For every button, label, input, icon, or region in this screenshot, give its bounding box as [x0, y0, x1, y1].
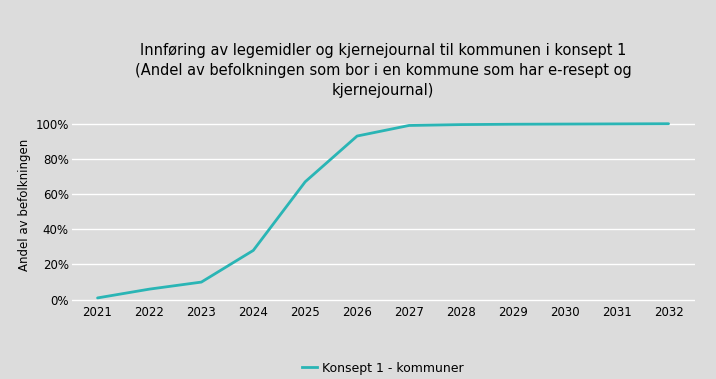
Y-axis label: Andel av befolkningen: Andel av befolkningen [19, 139, 32, 271]
Legend: Konsept 1 - kommuner: Konsept 1 - kommuner [297, 357, 469, 379]
Title: Innføring av legemidler og kjernejournal til kommunen i konsept 1
(Andel av befo: Innføring av legemidler og kjernejournal… [135, 44, 632, 98]
